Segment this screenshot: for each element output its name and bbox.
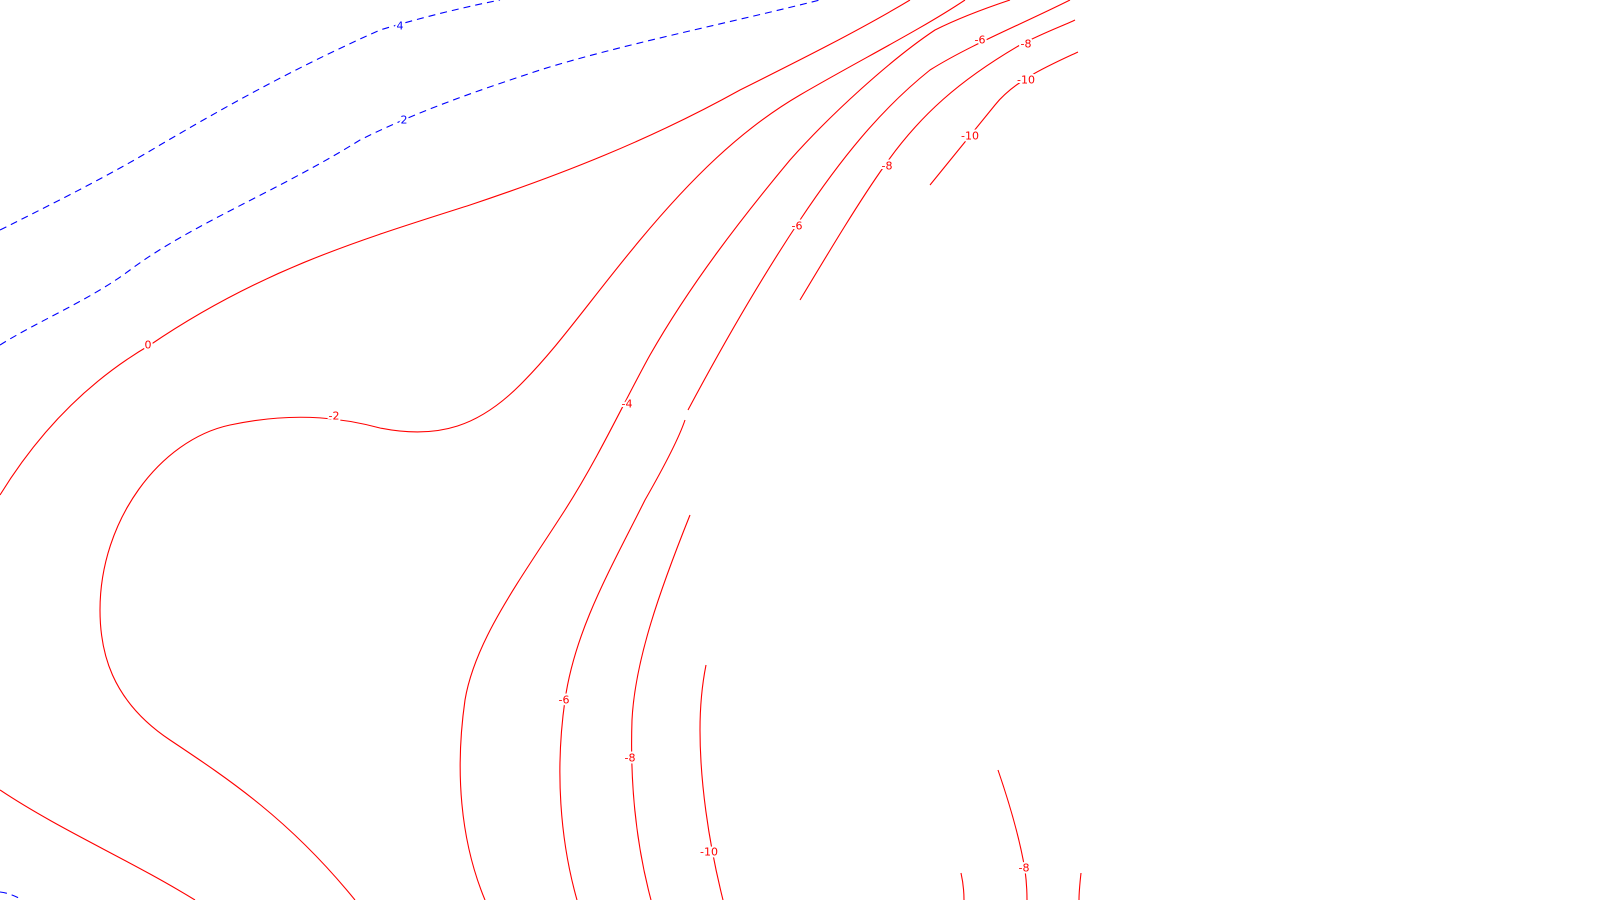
contour-line-m8-right xyxy=(997,769,1028,900)
contour-label-m6-bot: -6 xyxy=(559,694,570,707)
contour-line-m6-upper xyxy=(687,0,1071,411)
contour-line-stub-b xyxy=(1078,872,1082,900)
contour-line-m8-lower xyxy=(631,514,691,900)
contour-line-m6-lower xyxy=(559,419,686,900)
contour-label-m2: -2 xyxy=(329,410,340,423)
contour-label-m6-top: -6 xyxy=(975,34,986,47)
contour-label-4-top: 4 xyxy=(397,20,404,33)
negative-contours xyxy=(0,0,1082,900)
contour-label-2-top: 2 xyxy=(401,114,408,127)
contour-label-m10-top: -10 xyxy=(1017,74,1035,87)
contour-label-m8-bot: -8 xyxy=(625,752,636,765)
contour-line-m8-upper xyxy=(799,19,1076,301)
contour-label-0: 0 xyxy=(145,339,152,352)
positive-contours xyxy=(0,0,821,900)
contour-line-stub-a xyxy=(960,872,965,900)
contour-line-m10-lower xyxy=(699,664,724,900)
contour-line-2 xyxy=(0,0,821,346)
contour-label-m8-right: -8 xyxy=(1019,862,1030,875)
contour-label-m8-top: -8 xyxy=(1021,38,1032,51)
contour-label-m4: -4 xyxy=(622,398,633,411)
contour-label-m10-bot: -10 xyxy=(700,846,718,859)
contour-label-m8-mid: -8 xyxy=(882,160,893,173)
contour-labels: 4 2 0 -2 -4 -6 -6 -6 -8 -8 -8 -8 -10 -10… xyxy=(143,18,1037,877)
contour-line-m10-upper xyxy=(929,51,1079,186)
contour-label-m6-mid: -6 xyxy=(792,220,803,233)
contour-line-0-lower xyxy=(0,789,196,900)
contour-label-m10-mid: -10 xyxy=(961,130,979,143)
contour-line-2-corner xyxy=(0,891,23,900)
contour-line-m2 xyxy=(99,0,966,900)
contour-line-4 xyxy=(0,0,501,231)
contour-line-m4 xyxy=(459,0,1011,900)
contour-line-0 xyxy=(0,0,911,496)
